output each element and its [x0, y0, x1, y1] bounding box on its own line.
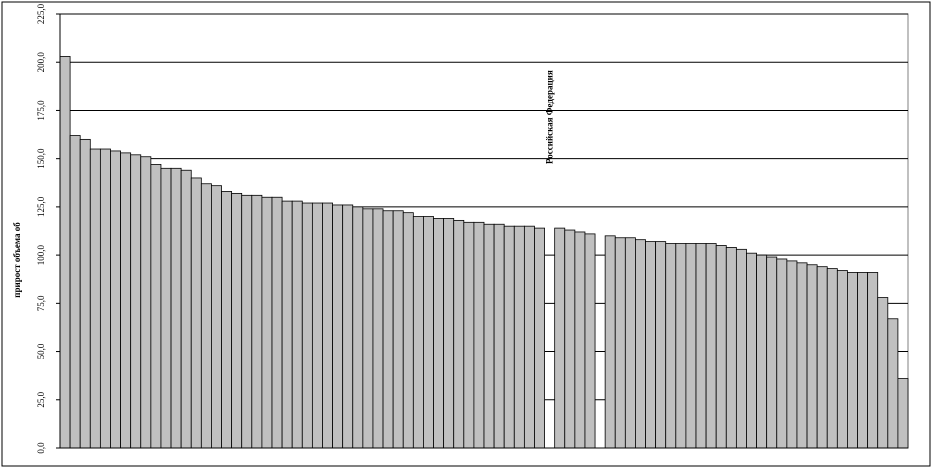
bar	[433, 218, 445, 449]
y-tick-label: 100,0	[36, 244, 46, 265]
bar	[604, 235, 616, 449]
bar	[130, 154, 142, 449]
bar	[271, 196, 283, 449]
bar	[342, 204, 354, 449]
bar	[392, 210, 404, 449]
bar	[59, 56, 71, 449]
bar	[170, 167, 182, 449]
bar	[463, 221, 475, 449]
y-tick-label: 75,0	[36, 295, 46, 311]
bar	[291, 200, 303, 449]
bar	[887, 318, 899, 449]
bar	[635, 239, 646, 449]
y-axis-title: прирост объема об	[12, 222, 22, 298]
bar	[402, 212, 414, 449]
bar	[695, 243, 707, 449]
y-tick-label: 50,0	[36, 343, 46, 359]
bar	[756, 254, 768, 449]
y-tick-label: 175,0	[36, 100, 46, 121]
bar	[786, 260, 798, 449]
bar	[412, 216, 424, 449]
bar	[99, 148, 111, 449]
bar	[897, 378, 909, 449]
bar	[79, 138, 91, 449]
bar	[110, 150, 121, 449]
bar	[534, 227, 545, 449]
bar	[867, 272, 879, 449]
bar	[554, 227, 566, 449]
bar	[655, 241, 667, 449]
bar	[332, 204, 344, 449]
bar	[645, 241, 657, 449]
bar	[200, 183, 212, 449]
y-tick-label: 125,0	[36, 196, 46, 217]
y-tick-label: 25,0	[36, 391, 46, 407]
bar	[826, 268, 838, 449]
bar	[473, 221, 485, 449]
bar	[69, 135, 81, 449]
bar	[624, 237, 636, 449]
bar	[836, 270, 848, 449]
bar	[453, 219, 465, 449]
bar	[877, 297, 889, 449]
bar	[614, 237, 626, 449]
bar	[523, 225, 535, 449]
y-tick-label: 200,0	[36, 52, 46, 73]
bar	[281, 200, 293, 449]
y-tick-label: 0,0	[36, 442, 46, 454]
bar	[251, 194, 263, 449]
bar	[221, 191, 233, 449]
bar	[372, 208, 384, 449]
bar	[513, 225, 525, 449]
bar	[806, 264, 818, 449]
bar	[89, 148, 101, 449]
bar	[735, 248, 747, 449]
bar	[180, 169, 192, 449]
bar	[423, 216, 434, 449]
bar	[857, 272, 869, 449]
bar	[382, 210, 394, 449]
x-tick-label: Российская Федерация	[545, 70, 555, 164]
bar	[483, 223, 495, 449]
bar	[705, 243, 717, 449]
bar	[150, 164, 162, 449]
bar	[665, 243, 677, 449]
bar	[443, 218, 455, 449]
bar	[190, 177, 202, 449]
bar	[311, 202, 323, 449]
bar	[715, 245, 727, 449]
y-tick-label: 225,0	[36, 3, 46, 24]
bar	[241, 194, 253, 449]
bar	[766, 256, 778, 449]
bar	[574, 231, 586, 449]
bar	[120, 152, 132, 449]
bar	[211, 185, 222, 449]
bar	[564, 229, 576, 449]
y-tick-label: 150,0	[36, 148, 46, 169]
bar	[847, 272, 858, 449]
bar	[675, 243, 687, 449]
bar	[725, 246, 737, 449]
bar	[140, 156, 152, 449]
bar	[362, 208, 374, 449]
bar	[796, 262, 808, 449]
bar	[493, 223, 505, 449]
bar	[301, 202, 313, 449]
bar	[816, 266, 828, 449]
bar	[261, 196, 273, 449]
bar	[352, 206, 364, 449]
bar	[685, 243, 697, 449]
bar	[503, 225, 515, 449]
bar	[776, 258, 788, 449]
bar	[160, 167, 172, 449]
bar	[746, 252, 757, 449]
bar	[584, 233, 596, 449]
bar	[231, 192, 243, 449]
bar	[322, 202, 333, 449]
